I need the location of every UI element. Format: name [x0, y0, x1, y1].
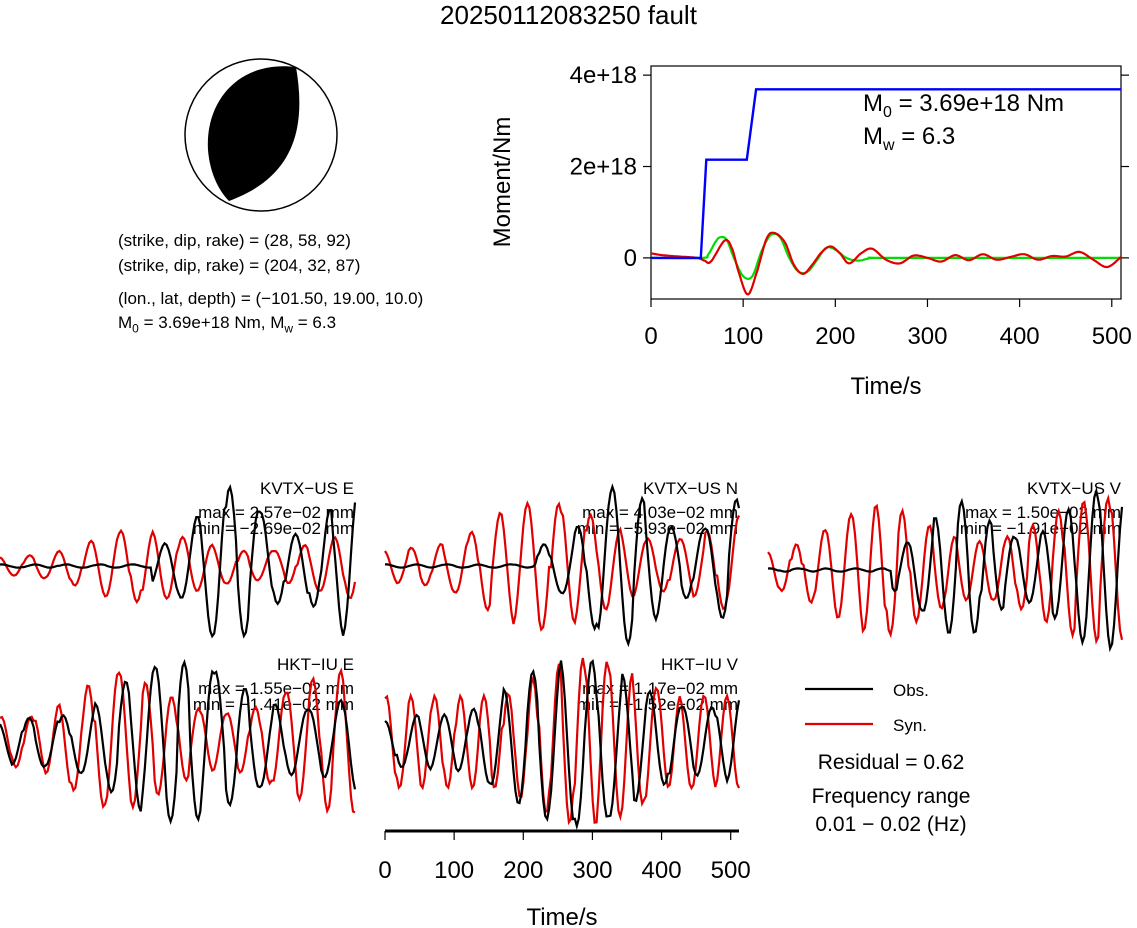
m0-annotation: M0 = 3.69e+18 Nm — [863, 90, 1064, 121]
moment-x-tick-label: 0 — [644, 323, 657, 350]
beachball-compression-quadrant — [207, 66, 300, 202]
moment-value: 3.69e+18 Nm, M — [158, 313, 285, 332]
focal-mechanism-beachball — [184, 58, 338, 212]
moment-y-tick-label: 2e+18 — [570, 154, 637, 181]
moment-series-synthetic — [650, 231, 1122, 296]
m0-annotation-value: = 3.69e+18 Nm — [892, 90, 1064, 117]
waveform-x-label: Time/s — [526, 904, 597, 928]
waveform-observed — [385, 483, 741, 648]
waveform-synthetic — [384, 657, 741, 826]
station-max: max = 4.03e−02 mm — [582, 503, 738, 522]
moment-y-axis: 0 2e+18 4e+18 — [570, 62, 1129, 272]
waveform-x-tick-label: 400 — [642, 857, 682, 884]
mw-annotation-value: = 6.3 — [895, 123, 956, 150]
moment-x-tick-label: 100 — [723, 323, 763, 350]
waveform-observed — [384, 658, 741, 831]
station-min: min = −1.52e−02 mm — [577, 695, 738, 714]
moment-x-tick-label: 200 — [815, 323, 855, 350]
waveform-x-tick-label: 0 — [378, 857, 391, 884]
waveform-synthetic — [0, 528, 357, 605]
frequency-range-label: Frequency range — [812, 785, 971, 808]
waveform-synthetic — [384, 500, 741, 632]
station-name: KVTX−US V — [1027, 479, 1122, 498]
moment-x-axis: 0 100 200 300 400 500 — [644, 299, 1132, 350]
waveform-time-axis: 0 100 200 300 400 500 — [378, 829, 751, 884]
moment-x-tick-label: 400 — [1000, 323, 1040, 350]
moment-magnitude-text: M0 = 3.69e+18 Nm, Mw = 6.3 — [118, 313, 337, 336]
moment-y-tick-label: 0 — [624, 245, 637, 272]
moment-y-label: Moment/Nm — [489, 117, 516, 248]
legend-obs-label: Obs. — [893, 681, 929, 700]
waveform-x-tick-label: 200 — [503, 857, 543, 884]
waveform-observed — [0, 484, 357, 639]
waveform-x-tick-label: 500 — [711, 857, 751, 884]
nodal-plane-1-text: (strike, dip, rake) = (28, 58, 92) — [118, 231, 351, 250]
moment-x-tick-label: 500 — [1092, 323, 1132, 350]
location-text: (lon., lat, depth) = (−101.50, 19.00, 10… — [118, 289, 424, 308]
moment-plot: 0 2e+18 4e+18 0 100 200 300 400 500 Moment/Nm T… — [489, 62, 1132, 400]
residual-text: Residual = 0.62 — [818, 751, 965, 774]
moment-series-moment — [651, 88, 1121, 260]
magnitude-value: = 6.3 — [293, 313, 337, 332]
station-name: HKT−IU V — [661, 655, 739, 674]
legend-syn-label: Syn. — [893, 716, 927, 735]
frequency-range-value: 0.01 − 0.02 (Hz) — [815, 813, 966, 836]
waveform-observed — [0, 658, 357, 826]
moment-x-label: Time/s — [850, 373, 921, 400]
page-title: 20250112083250 fault — [440, 0, 697, 30]
waveform-x-tick-label: 100 — [434, 857, 474, 884]
station-name: HKT−IU E — [277, 655, 354, 674]
station-name: KVTX−US N — [643, 479, 738, 498]
waveform-observed — [767, 486, 1124, 653]
waveform-legend: Obs. Syn. — [805, 681, 929, 735]
moment-plot-frame — [650, 65, 1122, 300]
station-min: min = −5.93e−02 mm — [577, 519, 738, 538]
mw-annotation: Mw = 6.3 — [863, 123, 955, 154]
nodal-plane-2-text: (strike, dip, rake) = (204, 32, 87) — [118, 256, 361, 275]
moment-x-tick-label: 300 — [907, 323, 947, 350]
station-name: KVTX−US E — [260, 479, 354, 498]
moment-series — [650, 88, 1122, 296]
station-min: min = −2.69e−02 mm — [193, 519, 354, 538]
station-max: max = 2.57e−02 mm — [198, 503, 354, 522]
moment-y-tick-label: 4e+18 — [570, 62, 637, 89]
waveform-x-tick-label: 300 — [572, 857, 612, 884]
